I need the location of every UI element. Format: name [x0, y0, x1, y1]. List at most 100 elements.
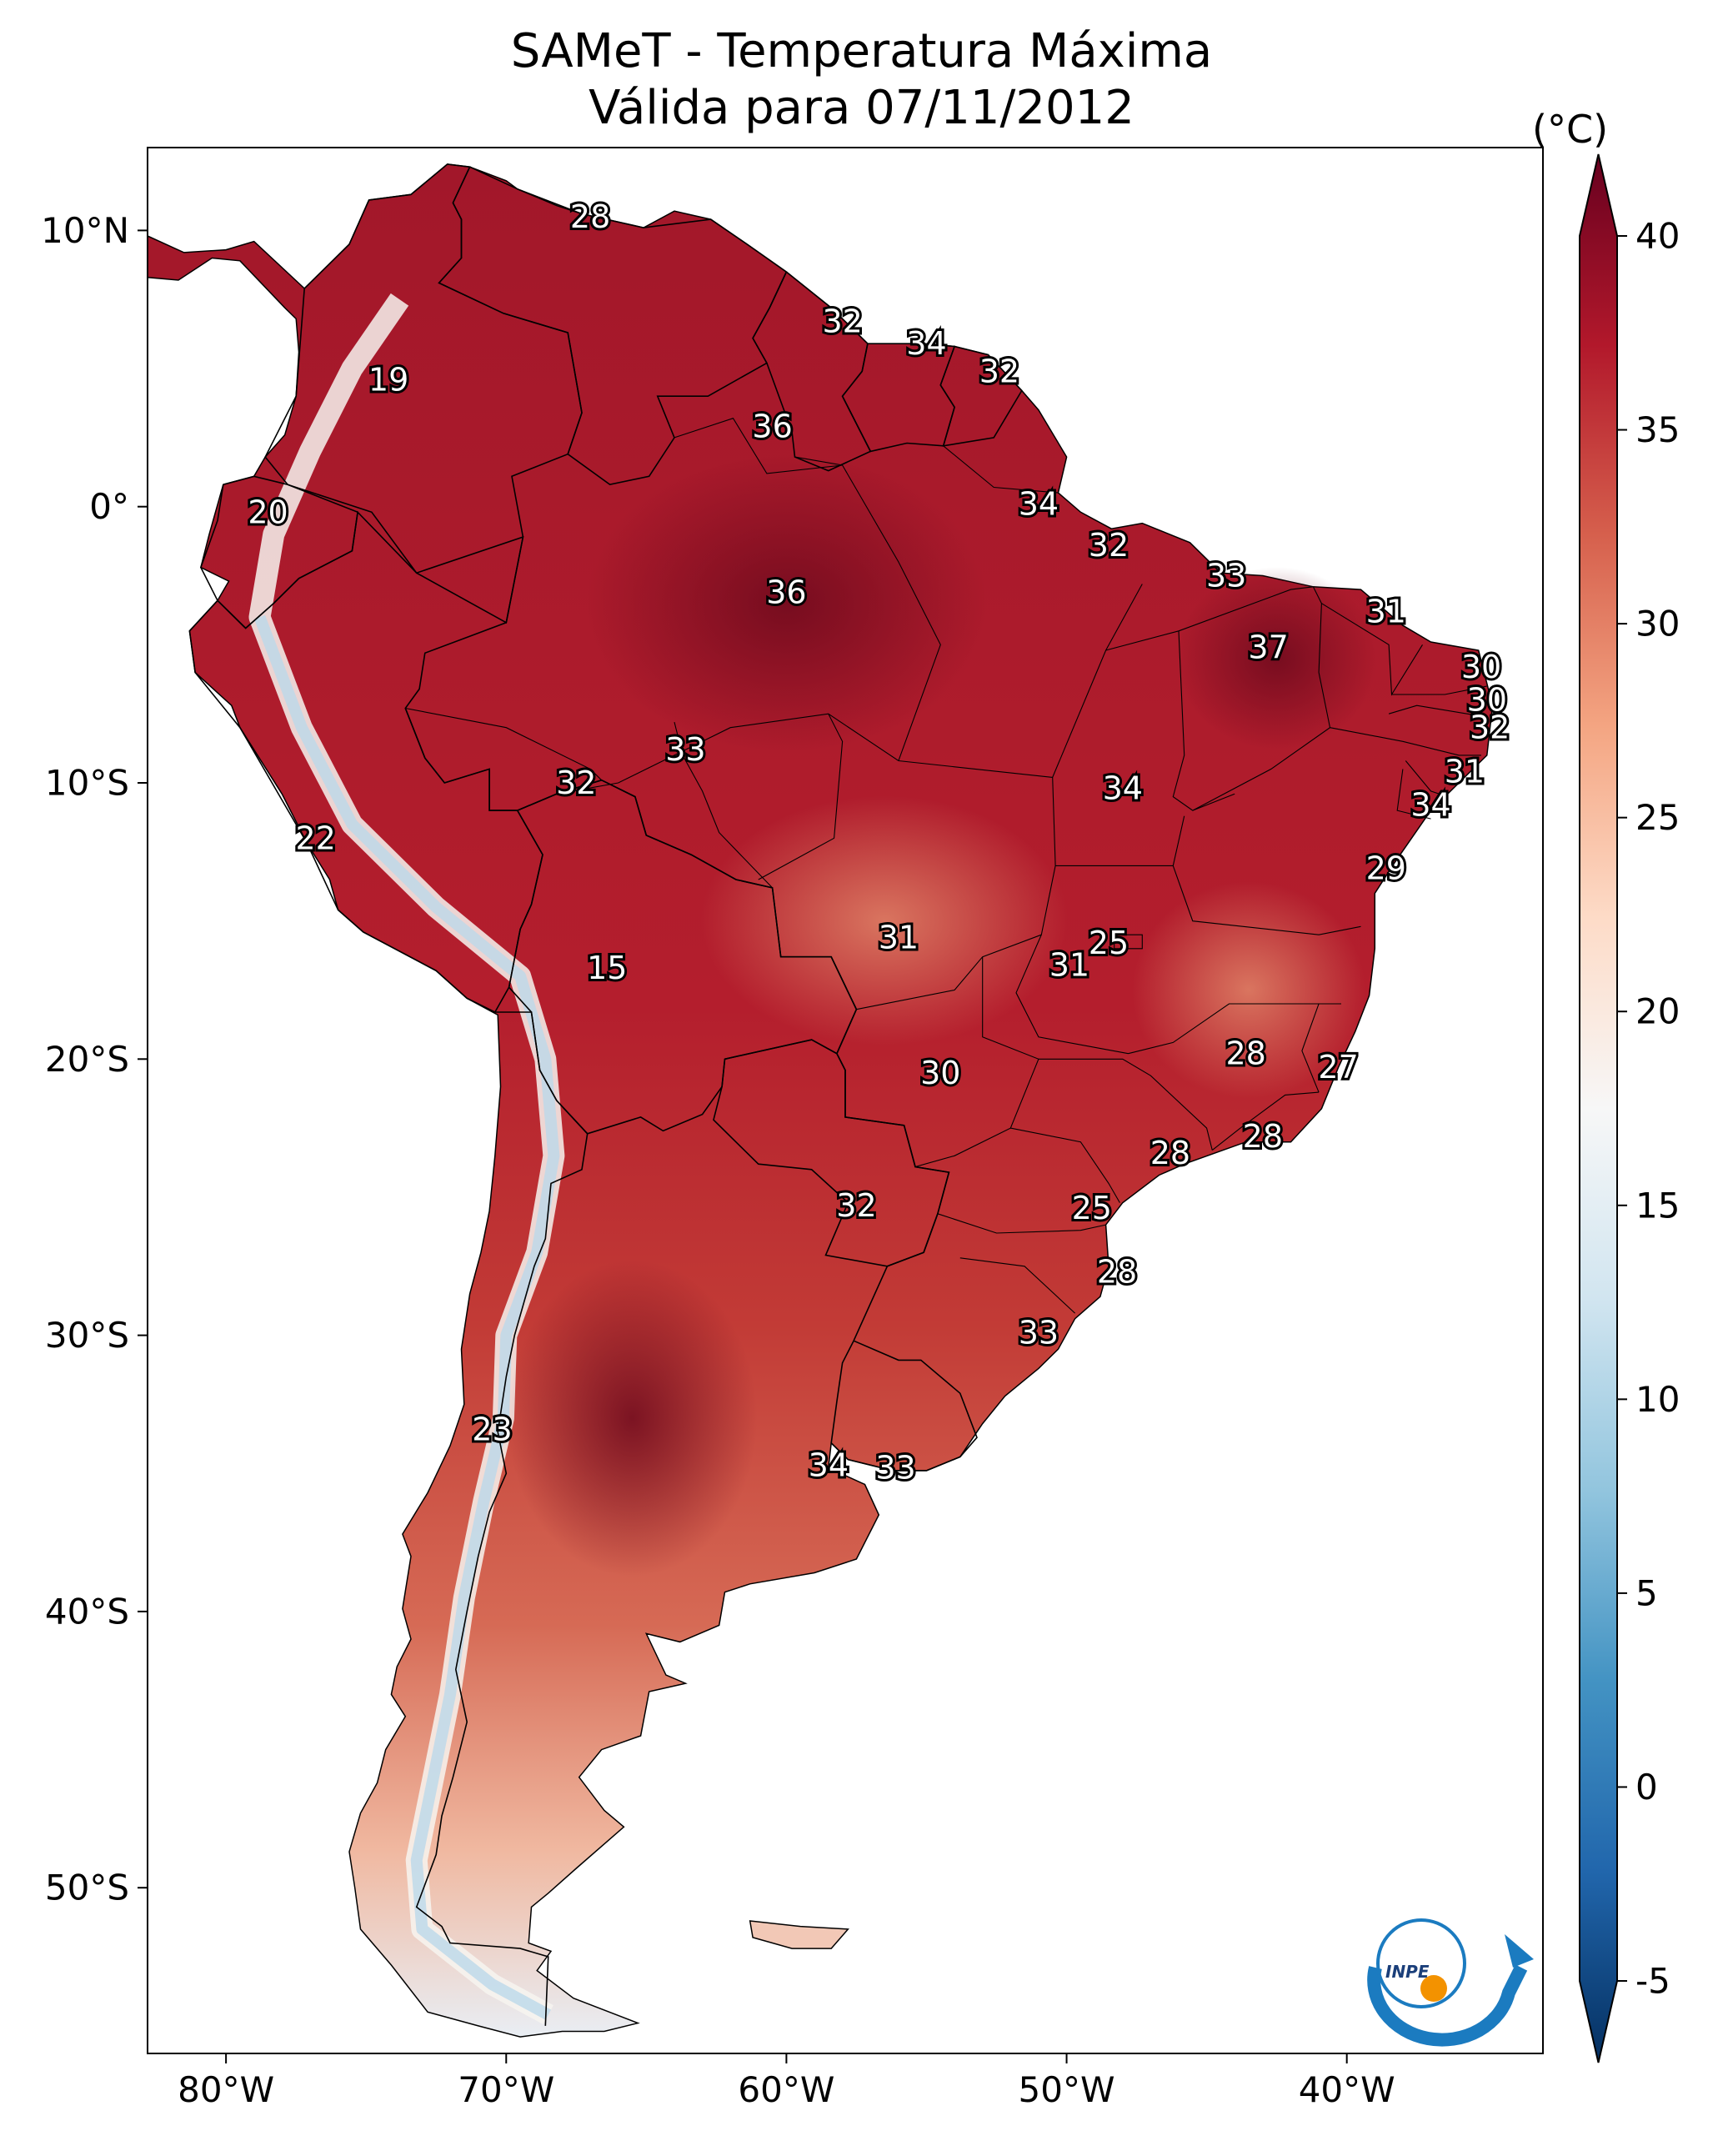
temperature-value-label: 15	[587, 950, 627, 986]
state-border-line	[405, 707, 602, 781]
colorbar-tick-label: 30	[1635, 604, 1680, 644]
temperature-value-label: 36	[752, 409, 792, 445]
state-border-line	[1010, 1127, 1120, 1203]
latitude-tick-label: 40°S	[45, 1591, 129, 1632]
inpe-logo: INPE	[1367, 1918, 1534, 2047]
longitude-tick-label: 60°W	[738, 2069, 834, 2110]
plot-frame	[147, 147, 1544, 2054]
state-border-line	[1301, 1003, 1320, 1093]
longitude-tick-label: 80°W	[178, 2069, 274, 2110]
latitude-tick-label: 30°S	[45, 1315, 129, 1356]
inpe-logo-sun	[1420, 1975, 1447, 2002]
temperature-value-label: 33	[665, 731, 705, 768]
country-border-line	[415, 1011, 589, 2026]
temperature-value-label: 33	[875, 1450, 915, 1487]
colorbar-tick-label: 35	[1635, 409, 1680, 450]
colorbar-tick-label: 5	[1635, 1572, 1658, 1613]
temperature-value-label: 29	[1366, 850, 1406, 887]
colorbar-tick-label: 20	[1635, 991, 1680, 1032]
temperature-value-label: 32	[1089, 527, 1129, 564]
colorbar: 40 35 30 25 20 15 10 5 0 -5	[1579, 153, 1680, 2063]
state-border-line	[1172, 865, 1361, 935]
temperature-value-label: 25	[1089, 925, 1129, 961]
temperature-value-label: 28	[570, 198, 610, 235]
country-borders	[188, 163, 1023, 2026]
temperature-value-label: 22	[296, 820, 336, 856]
temperature-value-label: 30	[920, 1055, 960, 1091]
state-border-line	[1105, 586, 1314, 651]
temperature-value-label: 32	[979, 353, 1019, 389]
state-border-line	[1388, 704, 1485, 718]
colorbar-tick-label: -5	[1635, 1961, 1670, 2002]
temperature-value-label: 36	[766, 574, 806, 610]
colorbar-tick-label: 0	[1635, 1767, 1658, 1808]
andes-cold-band	[253, 614, 560, 2020]
temperature-value-label: 32	[1470, 709, 1510, 746]
temperature-value-label: 28	[1226, 1035, 1266, 1072]
state-border-line	[959, 1257, 1075, 1314]
state-border-line	[856, 934, 1042, 1010]
temperature-value-label: 25	[1072, 1190, 1112, 1226]
latitude-tick-label: 20°S	[45, 1039, 129, 1080]
country-border-line	[438, 166, 788, 486]
state-border-line	[1052, 777, 1185, 866]
inpe-logo-orbit	[1376, 1918, 1466, 2008]
inpe-logo-arc	[1367, 1964, 1528, 2047]
state-border-line	[1128, 1003, 1341, 1055]
state-border-line	[1038, 1058, 1213, 1151]
state-border-line	[758, 713, 844, 880]
longitude-tick-label: 50°W	[1019, 2069, 1115, 2110]
state-border-line	[794, 456, 941, 761]
temperature-value-label: 34	[809, 1447, 849, 1483]
temperature-value-label: 30	[1467, 682, 1507, 719]
hot-spot-argentina	[507, 1260, 758, 1577]
state-border-line	[914, 956, 1039, 1168]
state-border-line	[1391, 685, 1487, 695]
temperature-value-label: 31	[1366, 594, 1406, 630]
warm-spot-central-brazil	[701, 795, 1069, 1046]
state-border-line	[1015, 865, 1129, 1055]
temperature-value-label: 31	[879, 920, 919, 956]
state-border-line	[1114, 934, 1143, 950]
state-border-line	[1405, 760, 1448, 798]
latitude-tick-label: 10°N	[41, 210, 129, 251]
temperature-value-label: 37	[1248, 629, 1288, 666]
temperature-value-label: 20	[248, 494, 288, 530]
temperature-value-label: 23	[472, 1411, 512, 1447]
state-border-line	[1330, 727, 1481, 756]
state-borders	[405, 418, 1487, 1314]
temperature-value-label: 30	[1461, 649, 1501, 685]
temperature-value-label: 33	[1206, 558, 1246, 594]
longitude-tick-label: 70°W	[458, 2069, 554, 2110]
longitude-axis: 80°W 70°W 60°W 50°W 40°W	[178, 2053, 1395, 2110]
colorbar-tick-label: 25	[1635, 797, 1680, 838]
temperature-value-label: 19	[368, 361, 408, 398]
state-border-line	[943, 445, 1059, 494]
country-border-line	[939, 345, 1023, 447]
colorbar-unit-label: (°C)	[1532, 107, 1609, 152]
country-border-line	[404, 708, 950, 1341]
state-border-line	[1172, 630, 1235, 811]
temperature-value-label: 27	[1318, 1049, 1358, 1086]
map-subtitle: Válida para 07/11/2012	[589, 81, 1134, 135]
temperature-value-label: 31	[1049, 947, 1089, 984]
colorbar-tick-label: 10	[1635, 1379, 1680, 1420]
latitude-tick-label: 10°S	[45, 763, 129, 804]
falkland-islands	[749, 1920, 849, 1949]
landmass	[148, 163, 1494, 2038]
temperature-value-label: 32	[836, 1187, 876, 1224]
state-border-line	[1396, 769, 1431, 820]
latitude-tick-label: 0°	[89, 486, 129, 527]
colorbar-tick-label: 15	[1635, 1185, 1680, 1226]
latitude-tick-label: 50°S	[45, 1868, 129, 1908]
state-border-line	[1192, 586, 1331, 811]
state-border-line	[1321, 603, 1423, 696]
state-border-line	[556, 713, 1053, 795]
temperature-value-label: 34	[906, 325, 946, 362]
state-border-line	[674, 721, 773, 889]
inpe-logo-arrow	[1505, 1934, 1534, 1968]
state-border-line	[937, 1213, 1106, 1234]
